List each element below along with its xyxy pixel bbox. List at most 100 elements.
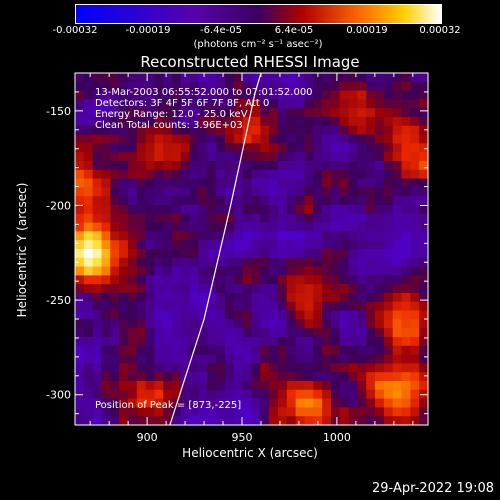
heatmap-cell	[322, 398, 332, 408]
heatmap-cell	[92, 275, 103, 285]
heatmap-cell	[375, 345, 385, 356]
heatmap-cell	[419, 337, 429, 347]
heatmap-cell	[410, 161, 420, 171]
heatmap-cell	[136, 196, 147, 206]
heatmap-cell	[313, 222, 323, 232]
colorbar-tick-label: 0.00032	[419, 25, 461, 36]
heatmap-cell	[83, 284, 94, 294]
heatmap-cell	[163, 275, 173, 285]
heatmap-cell	[119, 249, 129, 259]
heatmap-cell	[172, 407, 182, 417]
heatmap-cell	[180, 301, 191, 312]
heatmap-cell	[348, 169, 358, 180]
heatmap-cell	[348, 398, 358, 408]
heatmap-cell	[172, 381, 182, 391]
heatmap-cell	[110, 407, 120, 417]
heatmap-cell	[419, 134, 429, 144]
heatmap-cell	[357, 328, 367, 338]
heatmap-cell	[419, 354, 429, 364]
heatmap-cell	[366, 389, 376, 400]
heatmap-cell	[339, 319, 350, 329]
heatmap-cell	[198, 354, 208, 364]
heatmap-cell	[233, 398, 244, 408]
heatmap-cell	[392, 381, 403, 391]
heatmap-cell	[189, 416, 200, 426]
heatmap-cell	[260, 161, 270, 171]
heatmap-cell	[304, 108, 314, 118]
heatmap-cell	[251, 301, 261, 312]
heatmap-cell	[339, 328, 350, 338]
heatmap-cell	[189, 328, 200, 338]
heatmap-cell	[172, 345, 182, 356]
heatmap-cell	[225, 372, 235, 382]
heatmap-cell	[269, 275, 279, 285]
heatmap-cell	[136, 178, 147, 188]
heatmap-cell	[119, 205, 129, 215]
heatmap-cell	[225, 134, 235, 144]
heatmap-cell	[401, 354, 411, 364]
heatmap-cell	[75, 240, 85, 250]
heatmap-cell	[366, 345, 376, 356]
heatmap-cell	[92, 99, 103, 109]
heatmap-cell	[401, 134, 411, 144]
heatmap-cell	[180, 319, 191, 329]
heatmap-cell	[260, 389, 270, 400]
heatmap-cell	[269, 284, 279, 294]
heatmap-cell	[127, 231, 138, 241]
heatmap-cell	[92, 301, 103, 312]
heatmap-cell	[189, 169, 200, 180]
heatmap-cell	[198, 205, 208, 215]
heatmap-cell	[401, 257, 411, 268]
heatmap-cell	[207, 240, 217, 250]
heatmap-cell	[392, 178, 403, 188]
heatmap-cell	[383, 161, 394, 171]
heatmap-cell	[375, 310, 385, 320]
heatmap-cell	[163, 319, 173, 329]
heatmap-cell	[233, 345, 244, 356]
heatmap-cell	[189, 108, 200, 118]
heatmap-cell	[286, 310, 297, 320]
heatmap-cell	[322, 389, 332, 400]
heatmap-cell	[313, 213, 323, 224]
heatmap-cell	[295, 266, 306, 276]
heatmap-cell	[189, 319, 200, 329]
heatmap-cell	[136, 99, 147, 109]
heatmap-cell	[127, 117, 138, 127]
heatmap-cell	[304, 284, 314, 294]
heatmap-cell	[145, 337, 156, 347]
heatmap-cell	[110, 389, 120, 400]
heatmap-cell	[189, 73, 200, 83]
heatmap-cell	[75, 205, 85, 215]
heatmap-cell	[207, 222, 217, 232]
heatmap-cell	[375, 231, 385, 241]
heatmap-cell	[313, 108, 323, 118]
heatmap-cell	[119, 187, 129, 197]
heatmap-cell	[101, 284, 111, 294]
heatmap-cell	[277, 293, 288, 303]
heatmap-cell	[136, 108, 147, 118]
heatmap-cell	[83, 222, 94, 232]
heatmap-cell	[180, 178, 191, 188]
heatmap-cell	[295, 381, 306, 391]
heatmap-cell	[207, 108, 217, 118]
heatmap-cell	[207, 310, 217, 320]
heatmap-cell	[348, 187, 358, 197]
heatmap-cell	[136, 240, 147, 250]
heatmap-cell	[101, 301, 111, 312]
heatmap-cell	[375, 257, 385, 268]
heatmap-cell	[145, 125, 156, 136]
heatmap-cell	[304, 231, 314, 241]
heatmap-cell	[216, 152, 226, 162]
heatmap-cell	[92, 231, 103, 241]
heatmap-cell	[366, 319, 376, 329]
heatmap-cell	[313, 381, 323, 391]
heatmap-cell	[286, 328, 297, 338]
heatmap-cell	[401, 319, 411, 329]
heatmap-cell	[375, 337, 385, 347]
heatmap-cell	[392, 328, 403, 338]
heatmap-cell	[119, 213, 129, 224]
heatmap-cell	[172, 231, 182, 241]
heatmap-cell	[401, 125, 411, 136]
heatmap-cell	[419, 310, 429, 320]
heatmap-cell	[136, 152, 147, 162]
